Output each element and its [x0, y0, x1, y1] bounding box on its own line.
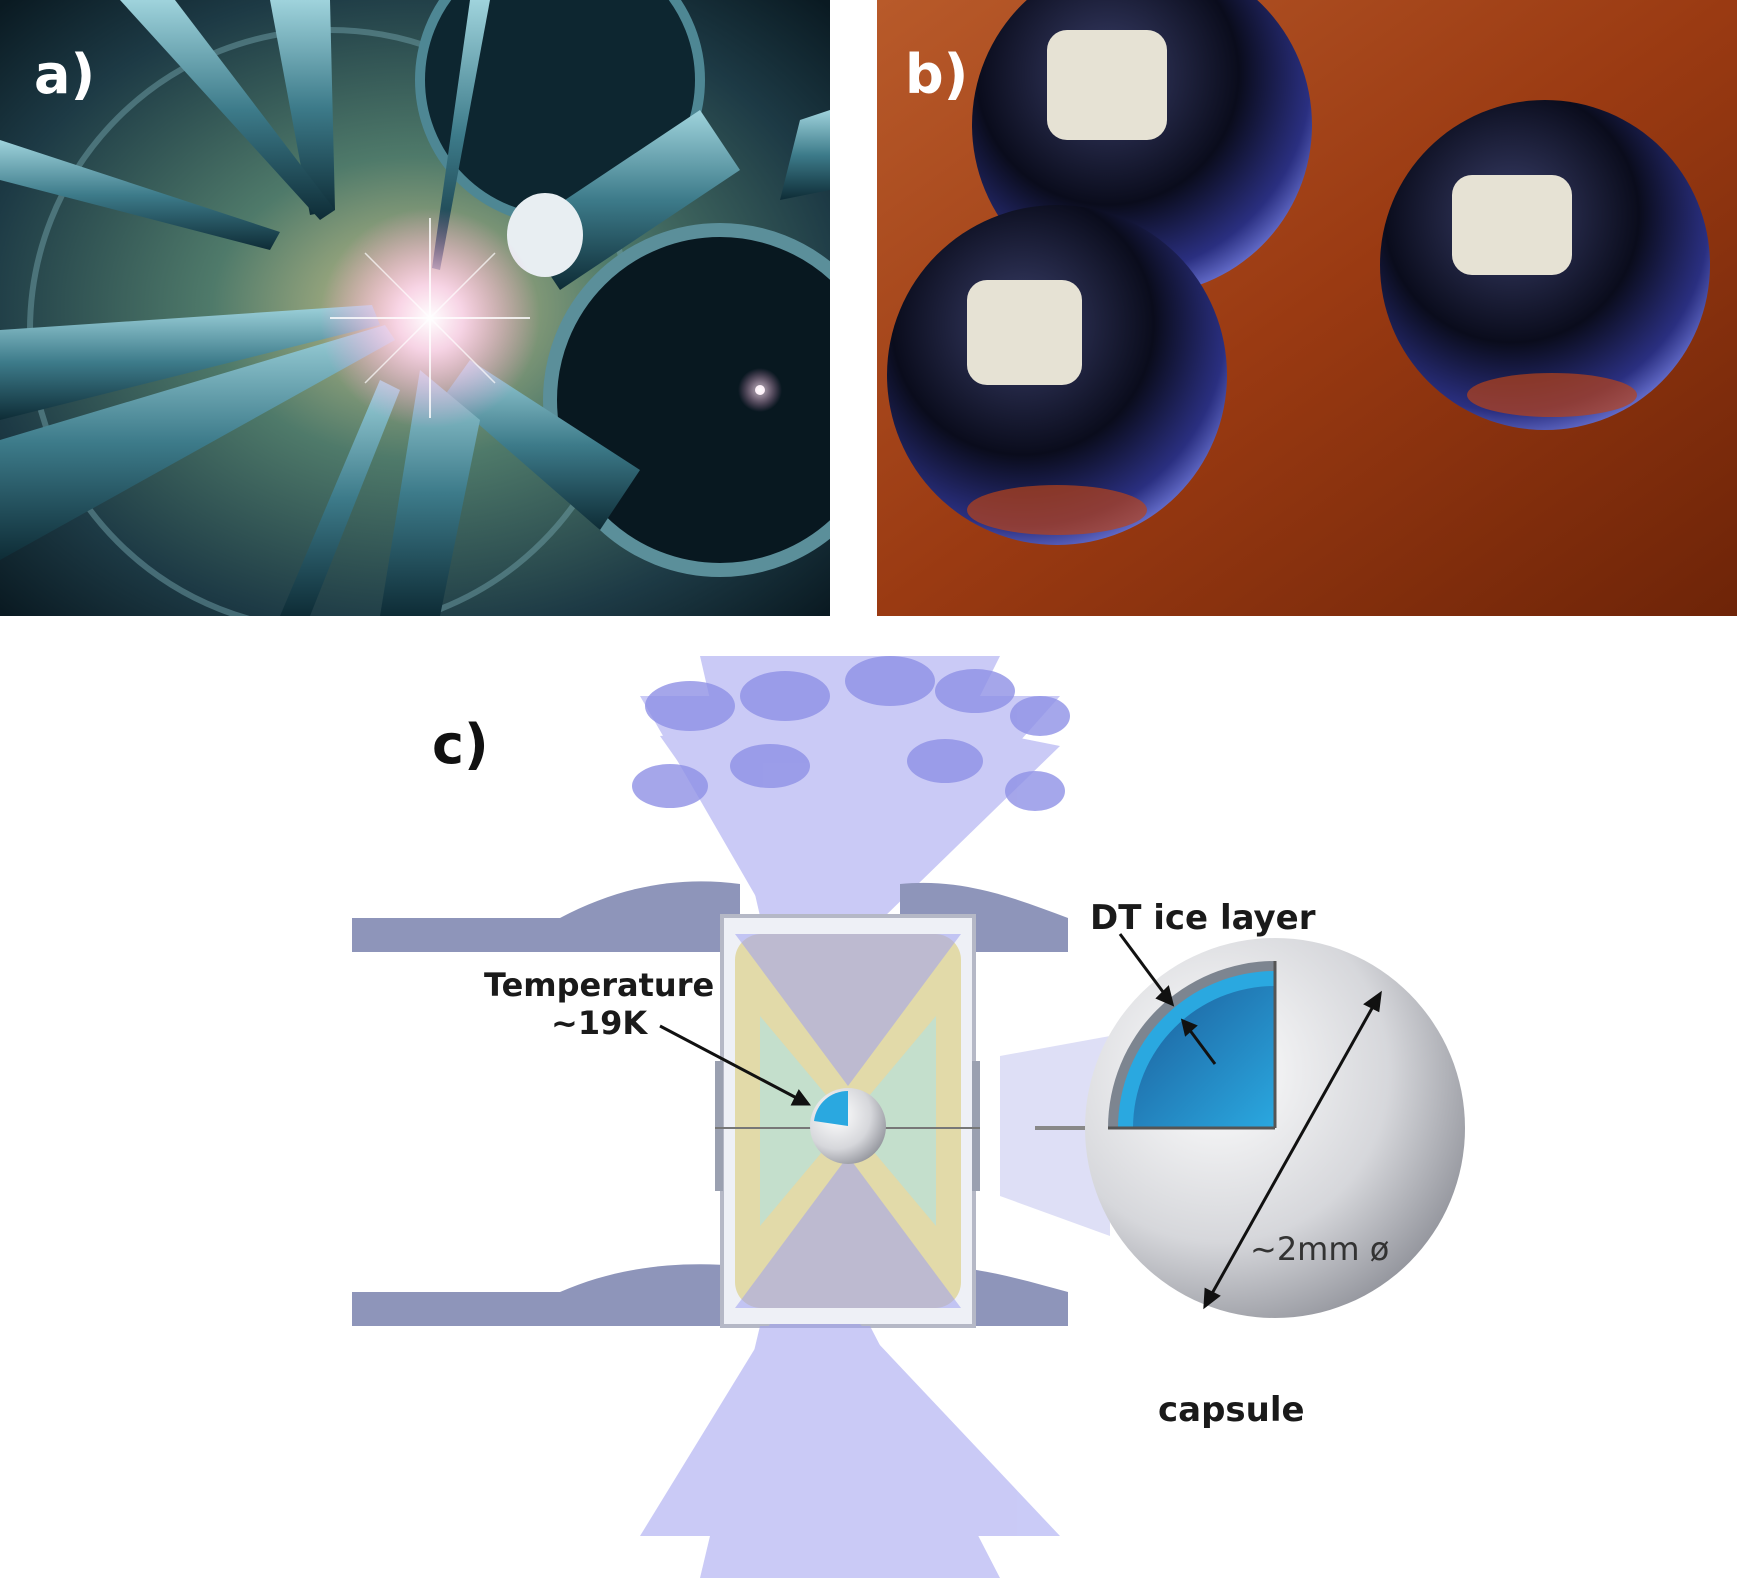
capsule-sphere [887, 205, 1227, 545]
panel-label-b: b) [905, 43, 969, 106]
hohlraum [715, 914, 980, 1328]
fuel-capsules-photo [877, 0, 1737, 616]
implosion-flash [320, 208, 540, 428]
annotation-arrows [659, 933, 1382, 1310]
capsule-cutaway [1085, 938, 1465, 1318]
dt-ice-layer-label: DT ice layer [1090, 898, 1316, 938]
target-chamber-photo [0, 0, 830, 616]
capsule-label: capsule [1158, 1390, 1305, 1430]
panel-label-c: c) [432, 713, 489, 776]
temperature-label-line1: Temperature [484, 966, 715, 1004]
diameter-label: ~2mm ø [1250, 1230, 1390, 1268]
lower-laser-cone [640, 1324, 1060, 1578]
beam-ends [632, 656, 1070, 811]
temperature-label-line2: ~19K [551, 1004, 648, 1043]
capsule-sphere [1380, 100, 1710, 430]
temperature-label: Temperature ~19K [484, 966, 714, 1043]
capsule-small [810, 1088, 886, 1164]
holder-plate-top [352, 881, 1068, 952]
magnification-funnel [1000, 1036, 1110, 1236]
hohlraum-diagram [0, 616, 1737, 1578]
panel-label-a: a) [34, 43, 96, 106]
